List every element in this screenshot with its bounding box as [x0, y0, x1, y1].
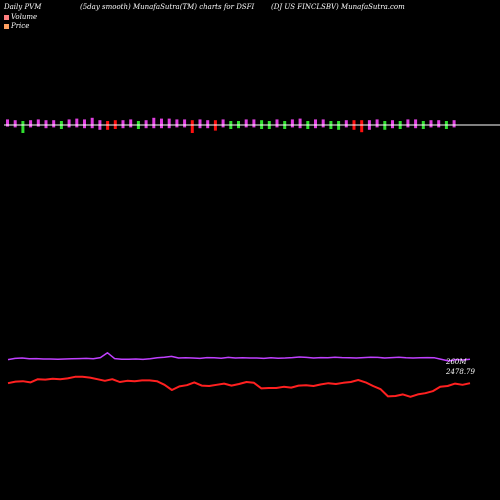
pvm-bar	[290, 119, 294, 128]
pvm-bar	[160, 118, 163, 129]
pvm-bar	[175, 119, 179, 128]
pvm-bar	[83, 119, 86, 129]
pvm-bar	[360, 120, 364, 133]
pvm-bar	[244, 119, 248, 128]
pvm-bar	[75, 118, 79, 128]
legend-item-price: Price	[4, 22, 37, 31]
pvm-bar	[21, 121, 25, 133]
pvm-bar	[221, 119, 225, 128]
pvm-bar	[321, 119, 325, 128]
pvm-bar	[452, 120, 456, 128]
pvm-bar	[314, 119, 317, 129]
legend-swatch-volume	[4, 15, 9, 20]
pvm-bar	[129, 119, 133, 128]
pvm-bar	[391, 120, 394, 129]
price-last-label: 2478.79	[446, 368, 475, 376]
pvm-bar	[67, 119, 71, 128]
pvm-bar	[152, 117, 156, 129]
legend-label-volume: Volume	[11, 13, 38, 21]
series-lines-layer	[7, 352, 471, 398]
pvm-bar	[206, 120, 210, 129]
pvm-bar	[375, 119, 379, 128]
pvm-bar	[52, 120, 56, 128]
legend-label-price: Price	[11, 22, 30, 30]
pvm-bar	[406, 119, 410, 128]
pvm-bar	[198, 119, 202, 129]
pvm-bar	[144, 120, 148, 129]
pvm-bar	[414, 119, 418, 129]
pvm-bar	[36, 119, 40, 127]
chart-header-center: (5day smooth) MunafaSutra(TM) charts for…	[80, 3, 255, 11]
pvm-bar	[44, 120, 48, 129]
pvm-bar	[298, 118, 302, 129]
pvm-bar	[344, 120, 348, 128]
legend-item-volume: Volume	[4, 13, 37, 22]
pvm-bar	[437, 120, 441, 128]
chart-header-left: Daily PVM	[4, 3, 42, 11]
volume-line	[7, 352, 471, 362]
pvm-bar	[121, 120, 125, 129]
chart-header-right: (DJ US FINCLSBV) MunafaSutra.com	[271, 3, 405, 11]
pvm-bar	[167, 118, 171, 129]
volume-last-label: 260M	[446, 358, 467, 366]
chart-legend: Volume Price	[4, 13, 37, 31]
pvm-bar	[183, 119, 187, 128]
pvm-bar	[90, 117, 94, 129]
price-line	[7, 375, 471, 398]
pvm-bar	[6, 119, 9, 127]
legend-swatch-price	[4, 24, 9, 29]
pvm-bar	[190, 120, 194, 133]
pvm-bar	[29, 120, 33, 128]
pvm-bar	[275, 119, 279, 128]
pvm-bar	[13, 120, 17, 128]
pvm-bar	[252, 119, 256, 128]
pvm-bar	[429, 120, 433, 128]
